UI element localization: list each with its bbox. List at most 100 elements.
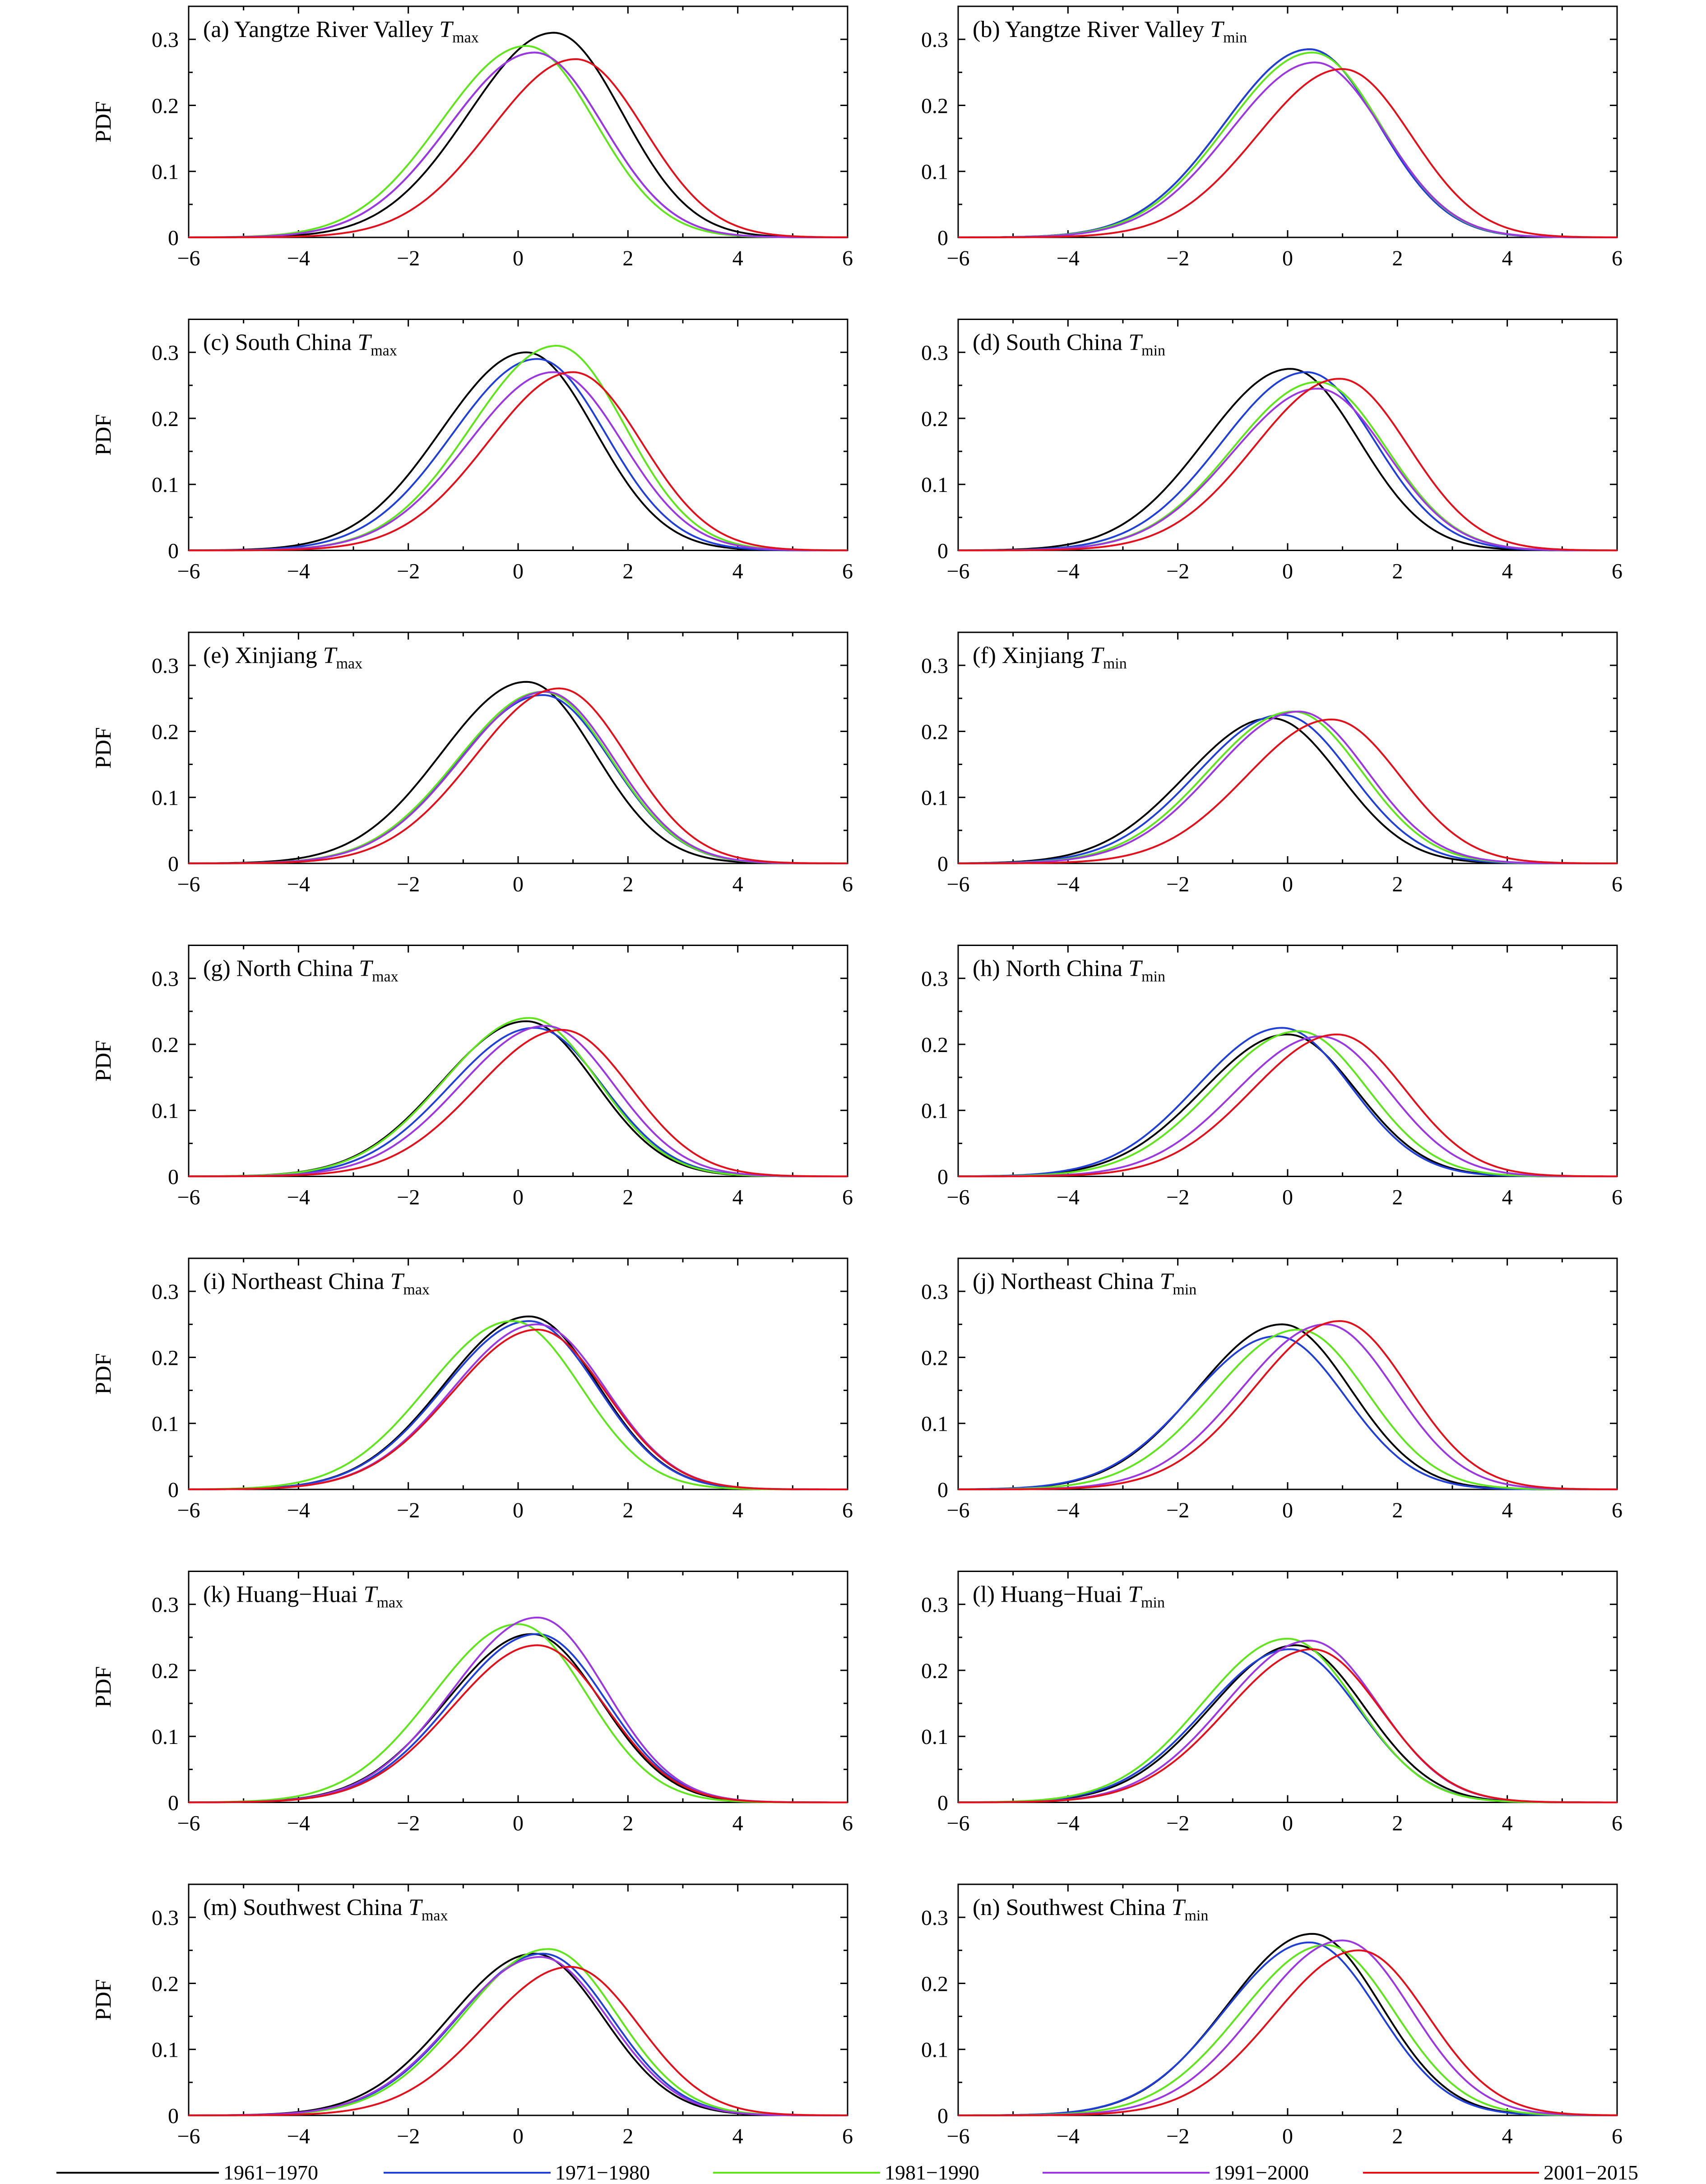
series-line-1971-1980 bbox=[958, 1941, 1617, 2116]
y-tick-label: 0.1 bbox=[152, 786, 179, 810]
x-tick-label: −6 bbox=[946, 1812, 969, 1836]
series-line-1981-1990 bbox=[188, 1948, 848, 2116]
x-tick-label: −4 bbox=[287, 246, 310, 270]
series-line-1981-1990 bbox=[189, 1623, 848, 1804]
legend-line bbox=[1363, 2172, 1539, 2174]
panel-title: (b) Yangtze River Valley Tmin bbox=[973, 17, 1247, 46]
panel-title-var: T bbox=[439, 17, 454, 42]
legend-label: 1991−2000 bbox=[1214, 2161, 1309, 2184]
legend-item-1981-1990: 1981−1990 bbox=[713, 2162, 1029, 2184]
y-tick-label: 0.2 bbox=[152, 407, 179, 431]
panel-b: −6 −4 −2 0 2 4 6 0 0.1 0.2 0.3 (b) Yangtze River Va… bbox=[921, 5, 1623, 270]
panel-n: −6 −4 −2 0 2 4 6 0 0.1 0.2 0.3 (n) Southwest China … bbox=[921, 1883, 1623, 2148]
x-tick-label: −6 bbox=[177, 246, 200, 270]
series-line-1971-1980 bbox=[958, 1027, 1617, 1178]
x-tick-label: 2 bbox=[622, 1186, 633, 1210]
y-axis-label: PDF bbox=[90, 101, 116, 143]
x-tick-label: 4 bbox=[1502, 1812, 1513, 1836]
x-tick-label: −6 bbox=[177, 872, 200, 896]
panel-title-sub: min bbox=[1173, 1281, 1196, 1298]
x-tick-label: −2 bbox=[1166, 2124, 1189, 2148]
series-line-1971-1980 bbox=[189, 694, 848, 864]
y-tick-label: 0 bbox=[937, 852, 948, 876]
x-tick-label: 2 bbox=[622, 1498, 633, 1522]
y-tick-label: 0.2 bbox=[152, 1346, 179, 1370]
x-tick-label: 4 bbox=[1502, 1498, 1513, 1522]
x-tick-label: −4 bbox=[1057, 560, 1080, 584]
x-tick-label: 2 bbox=[622, 246, 633, 270]
x-tick-label: −2 bbox=[397, 872, 420, 896]
legend-line bbox=[384, 2172, 551, 2174]
x-tick-label: 6 bbox=[1612, 1186, 1623, 1210]
panel-a: −6 −4 −2 0 2 4 6 0 0.1 0.2 0.3 PDF (a) Yangtze River… bbox=[90, 5, 853, 270]
series-line-1971-1980 bbox=[189, 1320, 848, 1490]
x-tick-label: 0 bbox=[513, 1186, 524, 1210]
y-tick-label: 0.3 bbox=[921, 1906, 948, 1930]
x-tick-label: 0 bbox=[513, 560, 524, 584]
series-line-1961-1970 bbox=[189, 1315, 848, 1490]
y-tick-label: 0.1 bbox=[921, 1412, 948, 1436]
panel-title-prefix: (f) Xinjiang bbox=[973, 643, 1090, 668]
y-tick-label: 0.2 bbox=[921, 94, 948, 118]
series-line-1981-1990 bbox=[958, 1329, 1617, 1490]
panel-title-prefix: (l) Huang−Huai bbox=[973, 1582, 1128, 1608]
x-tick-label: 4 bbox=[1502, 560, 1513, 584]
x-tick-label: 6 bbox=[1612, 2124, 1623, 2148]
x-tick-label: 2 bbox=[1392, 1186, 1403, 1210]
x-tick-label: 2 bbox=[1392, 560, 1403, 584]
x-tick-label: −6 bbox=[177, 2124, 200, 2148]
x-tick-label: 0 bbox=[513, 1812, 524, 1836]
x-tick-label: 6 bbox=[1612, 560, 1623, 584]
legend: 1961−1970 1971−1980 1981−1990 1991−2000 … bbox=[0, 2162, 1706, 2184]
x-tick-label: −6 bbox=[946, 1498, 969, 1522]
y-tick-label: 0.2 bbox=[921, 1972, 948, 1996]
series-line-1991-2000 bbox=[958, 1640, 1617, 1804]
x-tick-label: 0 bbox=[1282, 246, 1293, 270]
x-tick-label: 6 bbox=[842, 1186, 853, 1210]
y-tick-label: 0.1 bbox=[152, 2038, 179, 2062]
x-tick-label: 4 bbox=[732, 2124, 743, 2148]
y-tick-label: 0.1 bbox=[921, 786, 948, 810]
x-tick-label: −4 bbox=[1057, 246, 1080, 270]
series-line-1981-1990 bbox=[189, 1320, 848, 1490]
x-tick-label: 0 bbox=[513, 246, 524, 270]
y-tick-label: 0.1 bbox=[152, 1725, 179, 1749]
series-line-1991-2000 bbox=[958, 1939, 1618, 2116]
series-line-2001-2015 bbox=[958, 378, 1617, 552]
y-axis-label: PDF bbox=[90, 1666, 116, 1708]
x-tick-label: −4 bbox=[1057, 2124, 1080, 2148]
x-tick-label: 0 bbox=[1282, 1812, 1293, 1836]
y-tick-label: 0 bbox=[168, 226, 179, 250]
x-tick-label: 2 bbox=[622, 872, 633, 896]
y-axis-label: PDF bbox=[90, 1353, 116, 1395]
panel-title-var: T bbox=[1172, 1895, 1186, 1920]
series-line-1961-1970 bbox=[958, 717, 1617, 864]
panel-title: (c) South China Tmax bbox=[203, 330, 397, 359]
panel-title-sub: min bbox=[1223, 29, 1247, 46]
x-tick-label: −2 bbox=[1166, 560, 1189, 584]
panel-title: (h) North China Tmin bbox=[973, 956, 1165, 985]
x-tick-label: −4 bbox=[287, 872, 310, 896]
x-tick-label: −2 bbox=[1166, 1812, 1189, 1836]
x-tick-label: 2 bbox=[622, 2124, 633, 2148]
panel-title-prefix: (c) South China bbox=[203, 330, 357, 356]
legend-line bbox=[56, 2172, 219, 2174]
x-tick-label: 6 bbox=[842, 1812, 853, 1836]
y-tick-label: 0 bbox=[168, 1791, 179, 1815]
y-tick-label: 0.1 bbox=[152, 473, 179, 497]
x-tick-label: 0 bbox=[513, 2124, 524, 2148]
x-tick-label: −4 bbox=[1057, 872, 1080, 896]
y-tick-label: 0 bbox=[168, 539, 179, 563]
y-axis-label: PDF bbox=[90, 414, 116, 456]
series-line-2001-2015 bbox=[958, 1034, 1617, 1178]
panel-title-var: T bbox=[1128, 330, 1143, 356]
x-tick-label: 2 bbox=[1392, 1812, 1403, 1836]
legend-item-1961-1970: 1961−1970 bbox=[56, 2162, 336, 2184]
panel-title-sub: max bbox=[403, 1281, 430, 1298]
series-line-1961-1970 bbox=[188, 32, 848, 238]
y-tick-label: 0 bbox=[168, 2104, 179, 2128]
panel-title-sub: min bbox=[1184, 1907, 1208, 1924]
x-tick-label: 2 bbox=[1392, 1498, 1403, 1522]
y-tick-label: 0 bbox=[168, 1478, 179, 1502]
x-tick-label: 6 bbox=[1612, 1498, 1623, 1522]
